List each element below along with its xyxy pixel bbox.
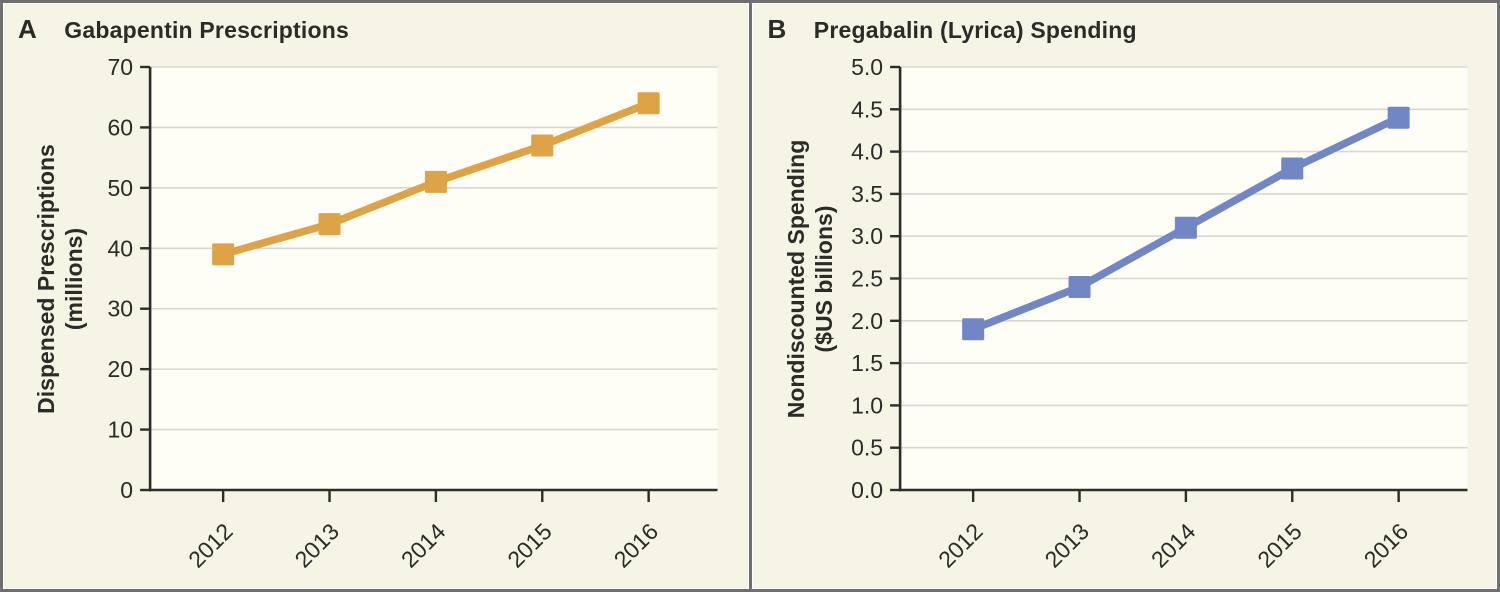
y-tick-label: 2.5	[851, 266, 883, 292]
y-tick-label: 20	[107, 356, 133, 382]
plot-area	[150, 67, 718, 490]
panel-b-y-axis-label-line2: ($US billions)	[810, 205, 837, 353]
data-point-marker	[1068, 275, 1091, 298]
y-tick-label: 10	[107, 417, 133, 443]
data-point-marker	[318, 213, 341, 236]
data-point-marker	[424, 170, 447, 193]
panel-b-chart: 0.0 0.5 1.0 1.5 2.0 2.5 3.0 3.5 4.0 4.5 5.0 2012 201…	[851, 54, 1467, 573]
data-point-marker	[637, 92, 660, 115]
data-point-marker	[212, 243, 235, 266]
panel-a-title: Gabapentin Prescriptions	[64, 17, 349, 43]
x-tick-label: 2013	[1039, 518, 1094, 573]
x-tick-label: 2014	[1145, 518, 1200, 573]
panel-a-y-axis-label: Dispensed Prescriptions (millions)	[32, 144, 88, 414]
panel-a-header: A Gabapentin Prescriptions	[18, 14, 349, 45]
y-tick-label: 2.0	[851, 308, 883, 334]
y-tick-label: 1.0	[851, 392, 883, 418]
y-tick-label: 1.5	[851, 350, 883, 376]
y-tick-label: 4.5	[851, 96, 883, 122]
panel-a-y-axis-label-line1: Dispensed Prescriptions	[32, 144, 59, 414]
y-tick-label: 50	[107, 175, 133, 201]
y-tick-label: 3.0	[851, 223, 883, 249]
x-tick-label: 2015	[1252, 518, 1307, 573]
x-tick-label: 2015	[502, 518, 557, 573]
y-tick-label: 5.0	[851, 54, 883, 80]
panel-divider	[747, 3, 753, 589]
x-tick-label: 2016	[1358, 518, 1413, 573]
data-point-marker	[1280, 157, 1303, 180]
panel-a-gabapentin-prescriptions: A Gabapentin Prescriptions Dispensed Pre…	[3, 3, 748, 589]
y-tick-label: 0.5	[851, 435, 883, 461]
y-tick-label: 0.0	[851, 477, 883, 503]
data-point-marker	[531, 134, 554, 157]
y-tick-label: 0	[120, 477, 133, 503]
panel-b-label: B	[767, 14, 787, 44]
y-tick-label: 40	[107, 235, 133, 261]
y-tick-label: 30	[107, 296, 133, 322]
y-tick-label: 4.0	[851, 139, 883, 165]
x-tick-label: 2014	[396, 518, 451, 573]
x-tick-label: 2012	[183, 518, 238, 573]
panel-b-pregabalin-spending: B Pregabalin (Lyrica) Spending Nondiscou…	[753, 3, 1498, 589]
data-point-marker	[961, 318, 984, 341]
x-tick-label: 2012	[933, 518, 988, 573]
panel-a-y-axis-label-line2: (millions)	[61, 227, 87, 331]
y-tick-label: 60	[107, 114, 133, 140]
x-tick-label: 2016	[609, 518, 664, 573]
panel-a-label: A	[18, 14, 38, 44]
panel-b-header: B Pregabalin (Lyrica) Spending	[768, 14, 1137, 45]
data-point-marker	[1174, 216, 1197, 239]
panel-b-y-axis-label: Nondiscounted Spending ($US billions)	[781, 140, 837, 419]
x-tick-label: 2013	[289, 518, 344, 573]
data-point-marker	[1387, 106, 1410, 129]
panel-b-y-axis-label-line1: Nondiscounted Spending	[782, 139, 809, 419]
y-tick-label: 70	[107, 54, 133, 80]
y-tick-label: 3.5	[851, 181, 883, 207]
panel-b-title: Pregabalin (Lyrica) Spending	[813, 17, 1137, 43]
panel-a-chart: 0 10 20 30 40 50 60 70 2012 2013 2014 2015 2016	[107, 54, 718, 573]
